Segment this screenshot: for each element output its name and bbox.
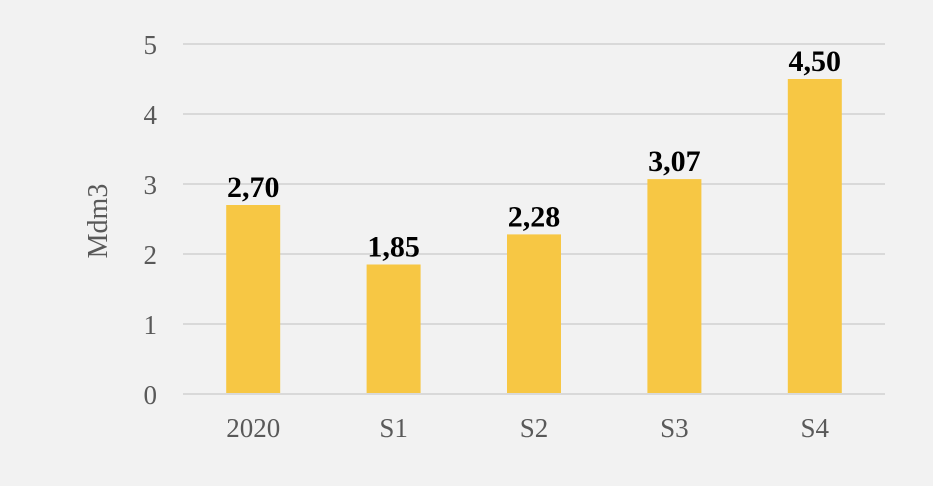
bar: [226, 205, 281, 394]
bar: [507, 234, 561, 394]
data-label: 2,28: [508, 200, 561, 233]
y-tick-label: 1: [144, 310, 158, 340]
data-label: 4,50: [789, 45, 842, 78]
data-label: 3,07: [648, 145, 701, 178]
data-labels: 2,70 1,85 2,28 3,07 4,50: [227, 45, 841, 264]
y-tick-label: 4: [144, 100, 158, 130]
bar: [647, 179, 702, 394]
gridlines: [183, 43, 885, 325]
y-axis-title: Mdm3: [83, 184, 114, 259]
bar: [366, 264, 421, 394]
bar: [787, 79, 842, 394]
x-tick-label: S1: [379, 413, 408, 443]
x-tick-label: S4: [801, 413, 830, 443]
y-tick-label: 2: [144, 240, 158, 270]
x-axis-ticks: 2020 S1 S2 S3 S4: [226, 413, 829, 443]
y-tick-label: 5: [144, 30, 158, 60]
y-tick-label: 3: [144, 170, 158, 200]
y-axis-ticks: 0 1 2 3 4 5: [144, 30, 158, 410]
y-tick-label: 0: [144, 380, 158, 410]
x-tick-label: S2: [520, 413, 549, 443]
data-label: 2,70: [227, 171, 280, 204]
data-label: 1,85: [367, 231, 420, 264]
x-tick-label: S3: [660, 413, 689, 443]
bars: [226, 79, 842, 394]
x-tick-label: 2020: [226, 413, 280, 443]
